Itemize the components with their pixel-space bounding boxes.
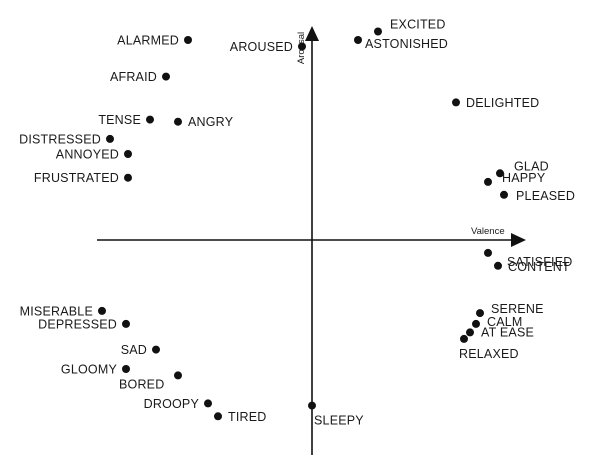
x-axis-arrowhead [511, 233, 526, 247]
point-label-afraid: AFRAID [110, 70, 157, 84]
point-angry [174, 117, 182, 126]
point-label-tired: TIRED [228, 410, 267, 424]
point-label-annoyed: ANNOYED [56, 148, 119, 162]
point-frustrated [124, 173, 132, 182]
point-tired [214, 412, 222, 421]
point-label-distressed: DISTRESSED [19, 132, 101, 146]
points-layer: ALARMED AROUSED EXCITED ASTONISHED AFRAID DEL… [19, 18, 575, 428]
point-gloomy [122, 365, 130, 373]
point-droopy [204, 399, 212, 408]
point-depressed [122, 319, 130, 328]
point-excited [374, 27, 382, 36]
point-distressed [106, 134, 114, 143]
point-label-glad: GLAD [514, 159, 549, 173]
point-label-pleased: PLEASED [516, 189, 575, 203]
point-label-aroused: AROUSED [230, 40, 293, 54]
point-label-depressed: DEPRESSED [38, 317, 117, 331]
point-label-delighted: DELIGHTED [466, 96, 539, 110]
point-aroused [298, 42, 306, 51]
point-relaxed [460, 334, 468, 343]
point-alarmed [184, 36, 192, 44]
point-label-miserable: MISERABLE [20, 304, 93, 318]
point-label-excited: EXCITED [390, 18, 446, 32]
point-serene [476, 309, 484, 318]
point-label-satisfied: SATISFIED [507, 255, 572, 269]
point-astonished [354, 36, 362, 44]
point-label-droopy: DROOPY [144, 397, 200, 411]
point-calm [472, 319, 480, 328]
point-pleased [500, 190, 508, 199]
point-annoyed [124, 150, 132, 158]
point-label-gloomy: GLOOMY [61, 363, 118, 377]
point-label-frustrated: FRUSTRATED [34, 171, 119, 185]
point-bored [174, 371, 182, 380]
point-miserable [98, 306, 106, 315]
point-label-happy: HAPPY [502, 171, 546, 185]
point-label-sad: SAD [121, 343, 147, 357]
point-label-angry: ANGRY [188, 115, 234, 129]
point-label-astonished: ASTONISHED [365, 37, 448, 51]
point-label-alarmed: ALARMED [117, 34, 179, 48]
point-label-bored: BORED [119, 377, 164, 391]
point-content [494, 261, 502, 270]
point-delighted [452, 98, 460, 107]
point-afraid [162, 72, 170, 81]
point-at-ease [466, 328, 474, 337]
point-label-sleepy: SLEEPY [314, 414, 364, 428]
point-label-content: CONTENT [508, 260, 570, 274]
point-label-at-ease: AT EASE [481, 325, 534, 339]
point-label-calm: CALM [487, 315, 523, 329]
point-tense [146, 115, 154, 124]
point-glad [496, 169, 504, 178]
point-label-relaxed: RELAXED [459, 347, 519, 361]
point-sad [152, 345, 160, 354]
point-happy [484, 177, 492, 186]
point-label-serene: SERENE [491, 302, 544, 316]
point-sleepy [308, 401, 316, 410]
point-satisfied [484, 248, 492, 257]
x-axis-label: Valence [471, 226, 505, 237]
y-axis-arrowhead [305, 26, 319, 41]
point-label-tense: TENSE [98, 113, 141, 127]
